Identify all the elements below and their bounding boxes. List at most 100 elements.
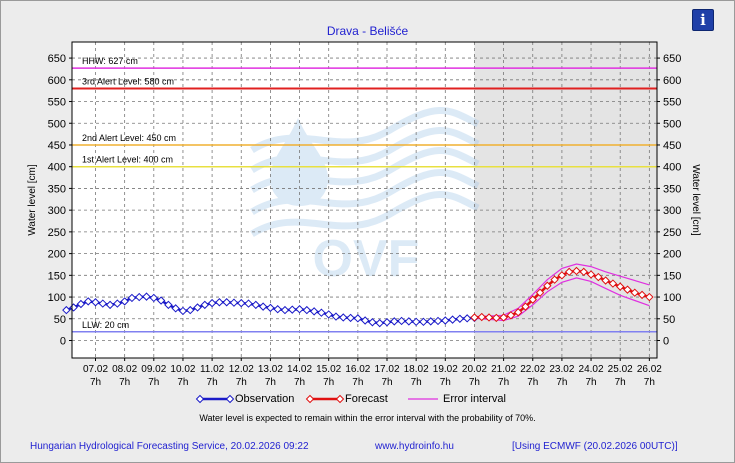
y-tick-label-right: 150 xyxy=(663,270,681,282)
forecast-point xyxy=(535,288,545,297)
chart-title: Drava - Belišće xyxy=(326,24,409,38)
x-tick-label-date: 12.02 xyxy=(229,364,254,375)
y-tick-label-right: 350 xyxy=(663,183,681,195)
observation-point xyxy=(237,298,246,308)
forecast-point xyxy=(623,285,632,294)
y-tick-label-left: 350 xyxy=(48,183,66,195)
forecast-point xyxy=(492,313,501,323)
forecast-point xyxy=(564,267,574,277)
observation-point xyxy=(324,310,333,319)
y-tick-label-left: 250 xyxy=(48,227,66,239)
x-tick-label-hour: 7h xyxy=(236,377,247,388)
plot-border xyxy=(71,41,658,359)
ovf-logo-wave xyxy=(250,107,480,154)
forecast-point xyxy=(506,311,516,320)
observation-point xyxy=(258,302,268,311)
x-tick-label-hour: 7h xyxy=(469,377,480,388)
info-icon[interactable]: i xyxy=(692,9,714,31)
forecast-shade xyxy=(474,42,657,358)
x-tick-label-date: 23.02 xyxy=(549,364,574,375)
ovf-logo-text: OVF xyxy=(313,230,420,288)
x-tick-label-hour: 7h xyxy=(265,377,276,388)
footer-model-info: [Using ECMWF (20.02.2026 00UTC)] xyxy=(512,441,678,452)
forecast-point xyxy=(484,313,494,322)
observation-point xyxy=(273,305,282,314)
observation-point xyxy=(433,316,443,326)
x-tick-label-date: 26.02 xyxy=(637,364,662,375)
observation-point xyxy=(346,313,355,323)
observation-point xyxy=(62,305,71,315)
error-interval-upper xyxy=(474,263,650,318)
ovf-logo-wave xyxy=(250,127,480,174)
y-tick-label-left: 500 xyxy=(48,118,66,130)
y-tick-label-left: 50 xyxy=(54,314,66,326)
observation-point xyxy=(441,316,450,325)
x-tick-label-hour: 7h xyxy=(177,377,188,388)
x-tick-label-date: 08.02 xyxy=(112,364,137,375)
forecast-point xyxy=(477,312,486,322)
forecast-point xyxy=(572,266,581,276)
x-tick-label-date: 11.02 xyxy=(200,364,225,375)
x-tick-label-hour: 7h xyxy=(207,377,218,388)
x-tick-label-hour: 7h xyxy=(294,377,305,388)
observation-point xyxy=(397,316,406,326)
forecast-point xyxy=(499,313,508,322)
legend-observation-label: Observation xyxy=(235,393,295,405)
y-tick-label-left: 650 xyxy=(48,53,66,65)
forecast-point xyxy=(543,281,552,290)
y-tick-label-right: 600 xyxy=(663,75,681,87)
forecast-point xyxy=(594,272,603,282)
forecast-point xyxy=(557,271,567,280)
observation-point xyxy=(331,312,341,321)
legend-observation-marker xyxy=(195,394,205,404)
observation-point xyxy=(193,303,202,312)
forecast-point xyxy=(513,308,523,317)
y-tick-label-right: 200 xyxy=(663,249,681,261)
y-tick-label-right: 300 xyxy=(663,205,681,217)
x-tick-label-date: 16.02 xyxy=(345,364,370,375)
footer-website-link[interactable]: www.hydroinfo.hu xyxy=(375,441,454,452)
observation-point xyxy=(302,305,312,315)
observation-point xyxy=(353,314,363,323)
observation-point xyxy=(288,305,297,314)
observation-point xyxy=(120,297,129,306)
x-tick-label-date: 25.02 xyxy=(608,364,633,375)
observation-point xyxy=(360,316,370,325)
observation-point xyxy=(84,297,93,306)
forecast-point xyxy=(579,267,588,277)
observation-point xyxy=(105,300,115,310)
observation-point xyxy=(164,300,173,310)
observation-point xyxy=(91,298,100,307)
observation-point xyxy=(229,298,239,307)
forecast-point xyxy=(645,292,654,302)
observation-point xyxy=(207,298,217,308)
observation-point xyxy=(156,296,166,305)
observation-point xyxy=(411,317,421,327)
observation-point xyxy=(419,317,428,327)
x-tick-label-date: 18.02 xyxy=(404,364,429,375)
y-tick-label-right: 50 xyxy=(663,314,675,326)
x-tick-label-date: 24.02 xyxy=(579,364,604,375)
forecast-point xyxy=(637,290,647,300)
x-tick-label-hour: 7h xyxy=(381,377,392,388)
observation-point xyxy=(339,313,348,322)
legend-forecast-label: Forecast xyxy=(345,393,388,405)
observation-point xyxy=(200,300,210,310)
observation-point xyxy=(375,318,384,328)
x-tick-label-hour: 7h xyxy=(527,377,538,388)
observation-point xyxy=(462,314,472,323)
reference-line-label: 1st Alert Level: 400 cm xyxy=(82,155,173,165)
probability-note: Water level is expected to remain within… xyxy=(199,413,536,423)
observation-point xyxy=(178,306,188,316)
y-tick-label-right: 450 xyxy=(663,140,681,152)
legend-forecast-marker xyxy=(335,394,345,404)
observation-point xyxy=(113,299,122,308)
observation-point xyxy=(455,314,465,323)
observation-point xyxy=(390,317,399,326)
x-tick-label-hour: 7h xyxy=(556,377,567,388)
ovf-logo-wave xyxy=(250,169,480,216)
observation-point xyxy=(186,305,195,315)
y-tick-label-left: 0 xyxy=(60,336,66,348)
x-tick-label-date: 09.02 xyxy=(141,364,166,375)
